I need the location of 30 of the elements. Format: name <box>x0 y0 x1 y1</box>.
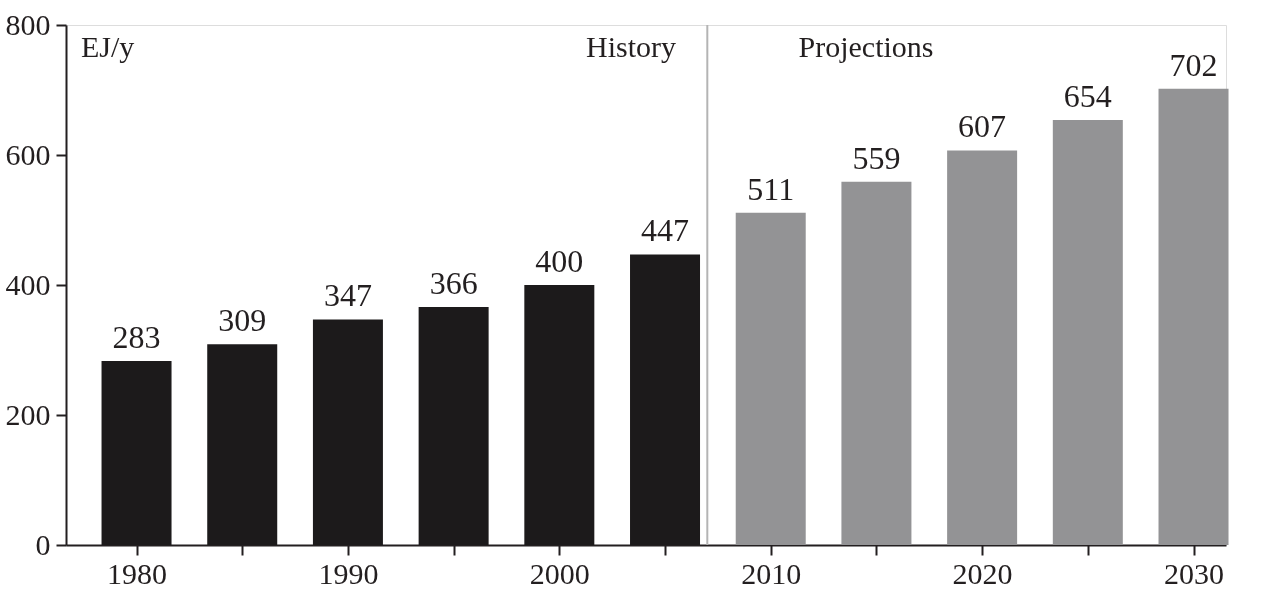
bar <box>947 150 1018 545</box>
bar <box>735 212 806 545</box>
y-tick-label: 0 <box>35 527 51 561</box>
y-tick-label: 400 <box>5 267 51 301</box>
data-label: 283 <box>112 319 161 356</box>
data-label: 654 <box>1063 77 1112 114</box>
data-label: 366 <box>429 265 478 302</box>
bar <box>841 181 912 545</box>
x-tick-label: 1990 <box>318 556 379 590</box>
y-axis-title: EJ/y <box>81 30 135 63</box>
data-label: 309 <box>218 302 267 339</box>
y-tick-label: 800 <box>5 7 51 41</box>
annotation: Projections <box>798 30 934 63</box>
y-tick-label: 200 <box>5 397 51 431</box>
bar <box>1052 119 1123 545</box>
data-label: 607 <box>958 108 1007 145</box>
annotation: History <box>586 30 676 63</box>
x-tick-label: 2030 <box>1164 556 1225 590</box>
y-tick-label: 600 <box>5 137 51 171</box>
data-label: 400 <box>535 243 584 279</box>
x-tick-label: 2010 <box>741 556 802 590</box>
data-label: 347 <box>323 277 372 314</box>
data-label: 559 <box>852 139 901 176</box>
x-tick-label: 2020 <box>952 556 1013 590</box>
data-label: 447 <box>641 212 690 249</box>
x-tick-label: 1980 <box>107 556 168 590</box>
bar <box>1158 88 1229 545</box>
x-tick-label: 2000 <box>529 556 590 590</box>
data-label: 702 <box>1169 46 1218 83</box>
data-label: 511 <box>747 170 795 207</box>
